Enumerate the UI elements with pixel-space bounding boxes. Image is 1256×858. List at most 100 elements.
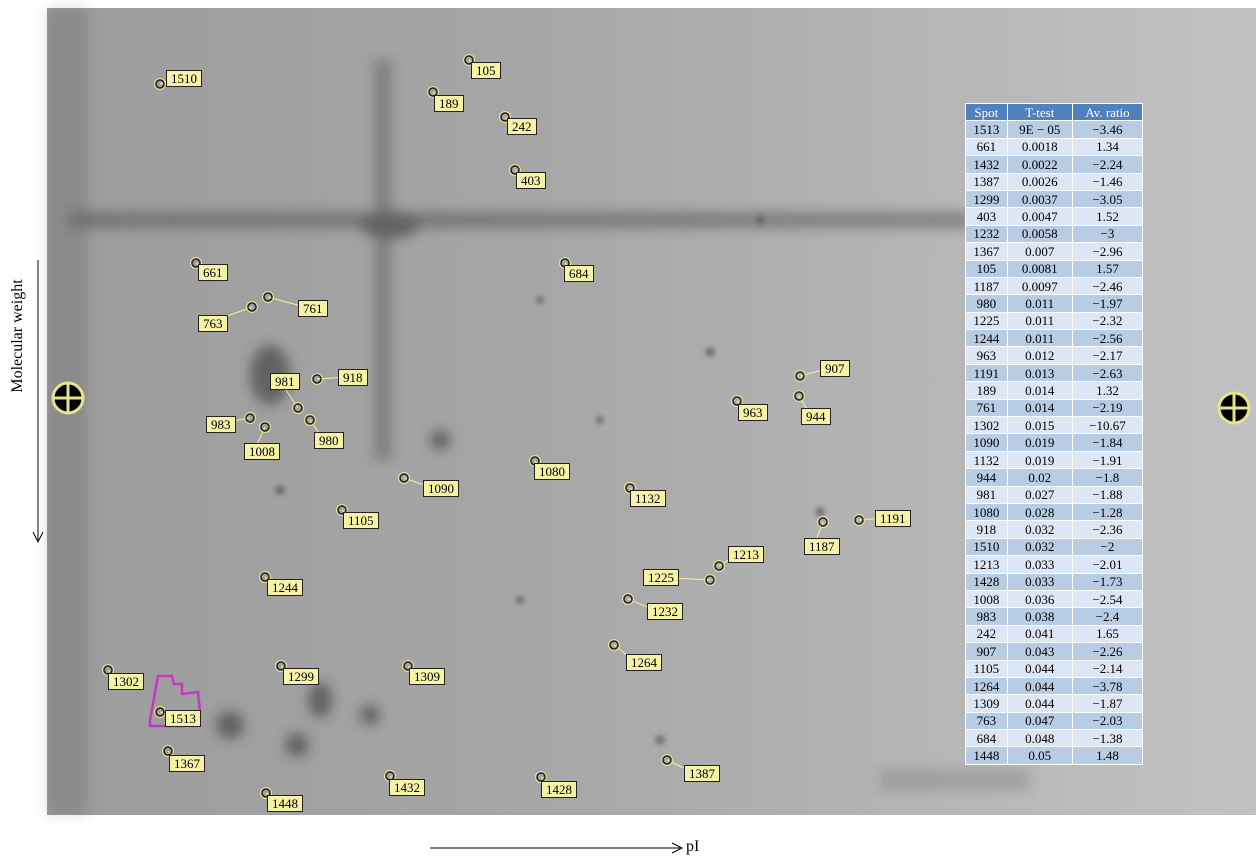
table-cell: 0.0047: [1007, 208, 1072, 225]
spot-label: 763: [198, 315, 228, 332]
table-cell: 907: [966, 643, 1008, 660]
x-axis-label: pI: [686, 838, 699, 856]
table-cell: 0.011: [1007, 312, 1072, 329]
table-cell: −1.8: [1072, 469, 1142, 486]
table-cell: 0.044: [1007, 695, 1072, 712]
table-cell: 1187: [966, 277, 1008, 294]
table-cell: 1090: [966, 434, 1008, 451]
table-row: 9800.011−1.97: [966, 295, 1143, 312]
table-row: 11910.013−2.63: [966, 364, 1143, 381]
table-cell: 1.57: [1072, 260, 1142, 277]
spot-label: 963: [738, 404, 768, 421]
table-row: 9070.043−2.26: [966, 643, 1143, 660]
table-cell: 0.043: [1007, 643, 1072, 660]
spot-label: 105: [471, 62, 501, 79]
table-cell: 944: [966, 469, 1008, 486]
table-cell: −2.32: [1072, 312, 1142, 329]
table-cell: 189: [966, 382, 1008, 399]
table-cell: 0.033: [1007, 573, 1072, 590]
spot-label: 1225: [643, 569, 679, 586]
table-cell: 1309: [966, 695, 1008, 712]
table-row: 13090.044−1.87: [966, 695, 1143, 712]
table-row: 1050.00811.57: [966, 260, 1143, 277]
table-cell: −2.19: [1072, 399, 1142, 416]
table-cell: 763: [966, 712, 1008, 729]
table-row: 14320.0022−2.24: [966, 156, 1143, 173]
table-cell: 0.048: [1007, 730, 1072, 747]
spot-label: 1090: [423, 480, 459, 497]
table-cell: 1191: [966, 364, 1008, 381]
table-cell: 981: [966, 486, 1008, 503]
table-cell: 0.05: [1007, 747, 1072, 764]
table-row: 2420.0411.65: [966, 625, 1143, 642]
spot-label: 661: [198, 264, 228, 281]
table-cell: 1232: [966, 225, 1008, 242]
table-cell: 0.019: [1007, 434, 1072, 451]
table-cell: 0.032: [1007, 521, 1072, 538]
table-cell: −1.73: [1072, 573, 1142, 590]
table-cell: 0.033: [1007, 556, 1072, 573]
table-cell: −1.38: [1072, 730, 1142, 747]
table-row: 11870.0097−2.46: [966, 277, 1143, 294]
table-cell: 1080: [966, 503, 1008, 520]
table-cell: 1008: [966, 590, 1008, 607]
table-cell: 661: [966, 138, 1008, 155]
table-cell: 1105: [966, 660, 1008, 677]
spot-label: 907: [820, 360, 850, 377]
table-cell: 918: [966, 521, 1008, 538]
table-cell: −3.05: [1072, 190, 1142, 207]
spot-label: 980: [314, 432, 344, 449]
spot-label: 242: [507, 118, 537, 135]
table-cell: 1302: [966, 417, 1008, 434]
table-cell: −2.03: [1072, 712, 1142, 729]
table-row: 10800.028−1.28: [966, 503, 1143, 520]
table-cell: 1448: [966, 747, 1008, 764]
table-cell: 0.0037: [1007, 190, 1072, 207]
page: Molecular weight pI SpotT-testAv. ratio1…: [0, 0, 1256, 858]
table-cell: −1.84: [1072, 434, 1142, 451]
header-cell: Av. ratio: [1072, 104, 1142, 121]
table-cell: −2.56: [1072, 330, 1142, 347]
table-cell: −2.01: [1072, 556, 1142, 573]
table-cell: −2.26: [1072, 643, 1142, 660]
table-cell: −3.46: [1072, 121, 1142, 138]
table-cell: −1.91: [1072, 451, 1142, 468]
spot-label: 1264: [626, 654, 662, 671]
table-cell: 1510: [966, 538, 1008, 555]
table-cell: 0.041: [1007, 625, 1072, 642]
table-cell: 0.0058: [1007, 225, 1072, 242]
table-cell: −2: [1072, 538, 1142, 555]
table-cell: 1513: [966, 121, 1008, 138]
table-cell: 0.036: [1007, 590, 1072, 607]
spot-label: 1008: [244, 443, 280, 460]
y-axis-label: Molecular weight: [9, 275, 27, 396]
spot-label: 1244: [267, 579, 303, 596]
table-cell: 1.48: [1072, 747, 1142, 764]
table-cell: 1264: [966, 677, 1008, 694]
spot-label: 1448: [267, 795, 303, 812]
spot-label: 1191: [875, 510, 911, 527]
table-cell: 1432: [966, 156, 1008, 173]
table-cell: 0.019: [1007, 451, 1072, 468]
table-cell: −3.78: [1072, 677, 1142, 694]
table-cell: 963: [966, 347, 1008, 364]
table-cell: −10.67: [1072, 417, 1142, 434]
table-cell: 1225: [966, 312, 1008, 329]
table-cell: 1213: [966, 556, 1008, 573]
table-cell: 1387: [966, 173, 1008, 190]
table-cell: 983: [966, 608, 1008, 625]
table-cell: −2.63: [1072, 364, 1142, 381]
table-cell: −1.46: [1072, 173, 1142, 190]
